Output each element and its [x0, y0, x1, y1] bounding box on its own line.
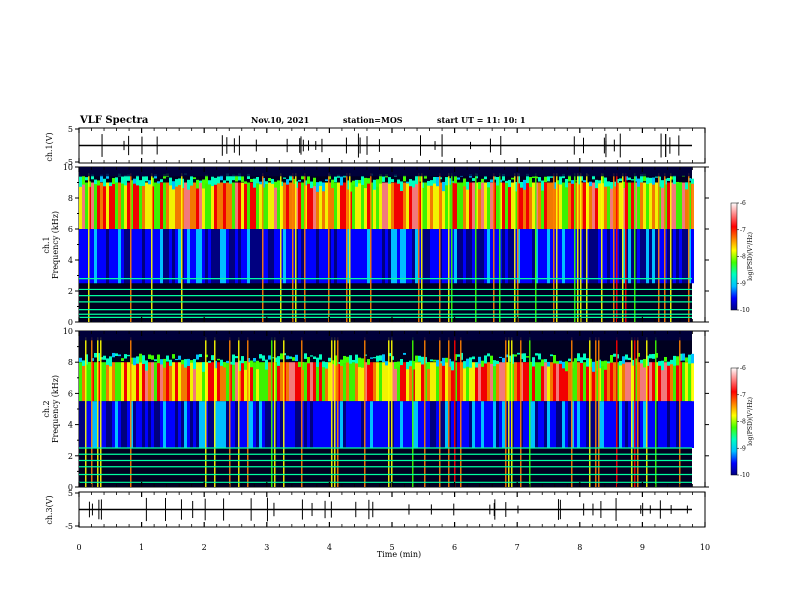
- colorbar-tick-label: -6: [740, 365, 746, 372]
- station-label: station=MOS: [343, 115, 403, 125]
- x-axis-label: Time (min): [377, 550, 421, 559]
- figure-title: VLF Spectra: [79, 115, 149, 126]
- y-tick-label: 0: [68, 483, 73, 492]
- ch3-voltage-axis-label: ch.3(V): [45, 495, 54, 524]
- x-tick-label: 3: [264, 543, 269, 552]
- colorbar-tick-label: -10: [740, 307, 750, 314]
- x-tick-label: 5: [389, 543, 394, 552]
- colorbar: [730, 202, 738, 311]
- ch1-spectrogram: [79, 167, 694, 322]
- colorbar-label: log(PSD)(V²/Hz): [747, 232, 754, 281]
- ch2-channel-label: ch.2: [42, 400, 51, 417]
- date-label: Nov.10, 2021: [251, 115, 309, 125]
- y-tick-label: 10: [63, 327, 73, 336]
- colorbar-tick-label: -6: [740, 200, 746, 207]
- y-tick-label: 4: [68, 256, 73, 265]
- colorbar-tick-label: -10: [740, 472, 750, 479]
- ch1-channel-label: ch.1: [42, 236, 51, 253]
- colorbar: [730, 367, 738, 476]
- ch2-spectrogram: [79, 331, 694, 487]
- y-tick-label: -5: [65, 522, 73, 531]
- y-tick-label: 5: [68, 125, 73, 134]
- colorbar-tick-label: -7: [740, 392, 746, 399]
- ch1-frequency-axis-label: Frequency (kHz): [51, 211, 60, 279]
- x-tick-label: 6: [452, 543, 457, 552]
- ch3-waveform: [79, 497, 692, 522]
- x-tick-label: 4: [327, 543, 332, 552]
- colorbar-tick-label: -9: [740, 445, 746, 452]
- y-tick-label: 2: [68, 452, 73, 461]
- colorbar-tick-label: -7: [740, 227, 746, 234]
- y-tick-label: 6: [68, 389, 73, 398]
- x-tick-label: 7: [515, 543, 520, 552]
- y-tick-label: 4: [68, 421, 73, 430]
- y-tick-label: 10: [63, 163, 73, 172]
- y-tick-label: -5: [65, 158, 73, 167]
- start-time-label: start UT = 11: 10: 1: [437, 115, 526, 125]
- x-tick-label: 0: [76, 543, 81, 552]
- colorbar-label: log(PSD)(V²/Hz): [747, 397, 754, 446]
- y-tick-label: 8: [68, 358, 73, 367]
- y-tick-label: 5: [68, 489, 73, 498]
- ch2-frequency-axis-label: Frequency (kHz): [51, 375, 60, 443]
- ch1-voltage-axis-label: ch.1(V): [45, 132, 54, 161]
- colorbar-tick-label: -9: [740, 280, 746, 287]
- x-tick-label: 2: [202, 543, 207, 552]
- y-tick-label: 0: [68, 318, 73, 327]
- x-tick-label: 10: [700, 543, 710, 552]
- x-tick-label: 9: [640, 543, 645, 552]
- y-tick-label: 6: [68, 225, 73, 234]
- colorbar-tick-label: -8: [740, 254, 746, 261]
- x-tick-label: 8: [577, 543, 582, 552]
- colorbars: -6 -7 -8 -9 -10 log(PSD)(V²/Hz) -6 -7 -8 -9 -10 log…: [730, 200, 754, 479]
- x-tick-label: 1: [139, 543, 144, 552]
- ch1-waveform: [79, 133, 692, 158]
- colorbar-tick-label: -8: [740, 419, 746, 426]
- y-tick-label: 2: [68, 287, 73, 296]
- y-tick-label: 8: [68, 194, 73, 203]
